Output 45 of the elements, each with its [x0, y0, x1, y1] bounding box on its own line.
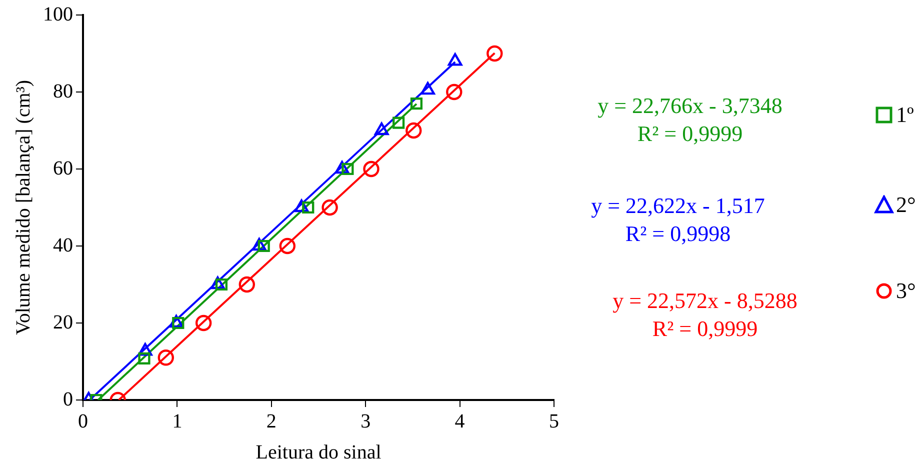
point [158, 350, 174, 366]
x-tick-label: 0 [78, 410, 88, 432]
y-tick-label: 60 [53, 157, 73, 180]
y-tick-label: 40 [53, 234, 73, 256]
point [215, 278, 228, 291]
text: R² = 0,9999 [637, 120, 743, 148]
point [410, 98, 423, 110]
y-tick-label: 20 [53, 311, 73, 334]
x-axis-title: Leitura do sinal [256, 441, 382, 464]
point [294, 199, 309, 212]
y-axis-title: Volume medido [balança] (cm³) [12, 80, 34, 335]
point [238, 276, 256, 293]
point [169, 314, 184, 328]
point [195, 314, 212, 332]
text: y = 22,766x - 3,7348 [598, 92, 782, 120]
text: R² = 0,9998 [625, 220, 731, 248]
point [392, 116, 405, 129]
point [172, 316, 184, 330]
text: y = 22,572x - 8,5288 [612, 287, 798, 315]
point [210, 276, 225, 290]
text: R² = 0,9999 [652, 315, 758, 343]
point [406, 122, 422, 139]
point [446, 84, 462, 100]
point [302, 201, 314, 214]
legend-label: 1º [896, 102, 914, 128]
x-tick-label: 5 [549, 410, 559, 432]
legend-label: 2° [896, 192, 916, 218]
point [486, 45, 503, 62]
point [138, 343, 152, 356]
point [252, 238, 266, 251]
point [342, 162, 354, 176]
x-tick-label: 2 [266, 410, 276, 432]
x-tick-label: 4 [454, 410, 465, 432]
x-tick-label: 1 [172, 410, 182, 432]
point [138, 352, 150, 364]
y-tick-label: 80 [53, 80, 73, 102]
point [363, 160, 380, 178]
point [322, 199, 338, 216]
legend-label: 3° [896, 278, 916, 304]
point [279, 238, 296, 254]
x-tick-label: 3 [360, 410, 371, 432]
y-tick-label: 100 [43, 3, 73, 26]
text: y = 22,622x - 1,517 [591, 192, 765, 220]
y-tick-label: 0 [63, 388, 73, 410]
point [258, 240, 270, 252]
